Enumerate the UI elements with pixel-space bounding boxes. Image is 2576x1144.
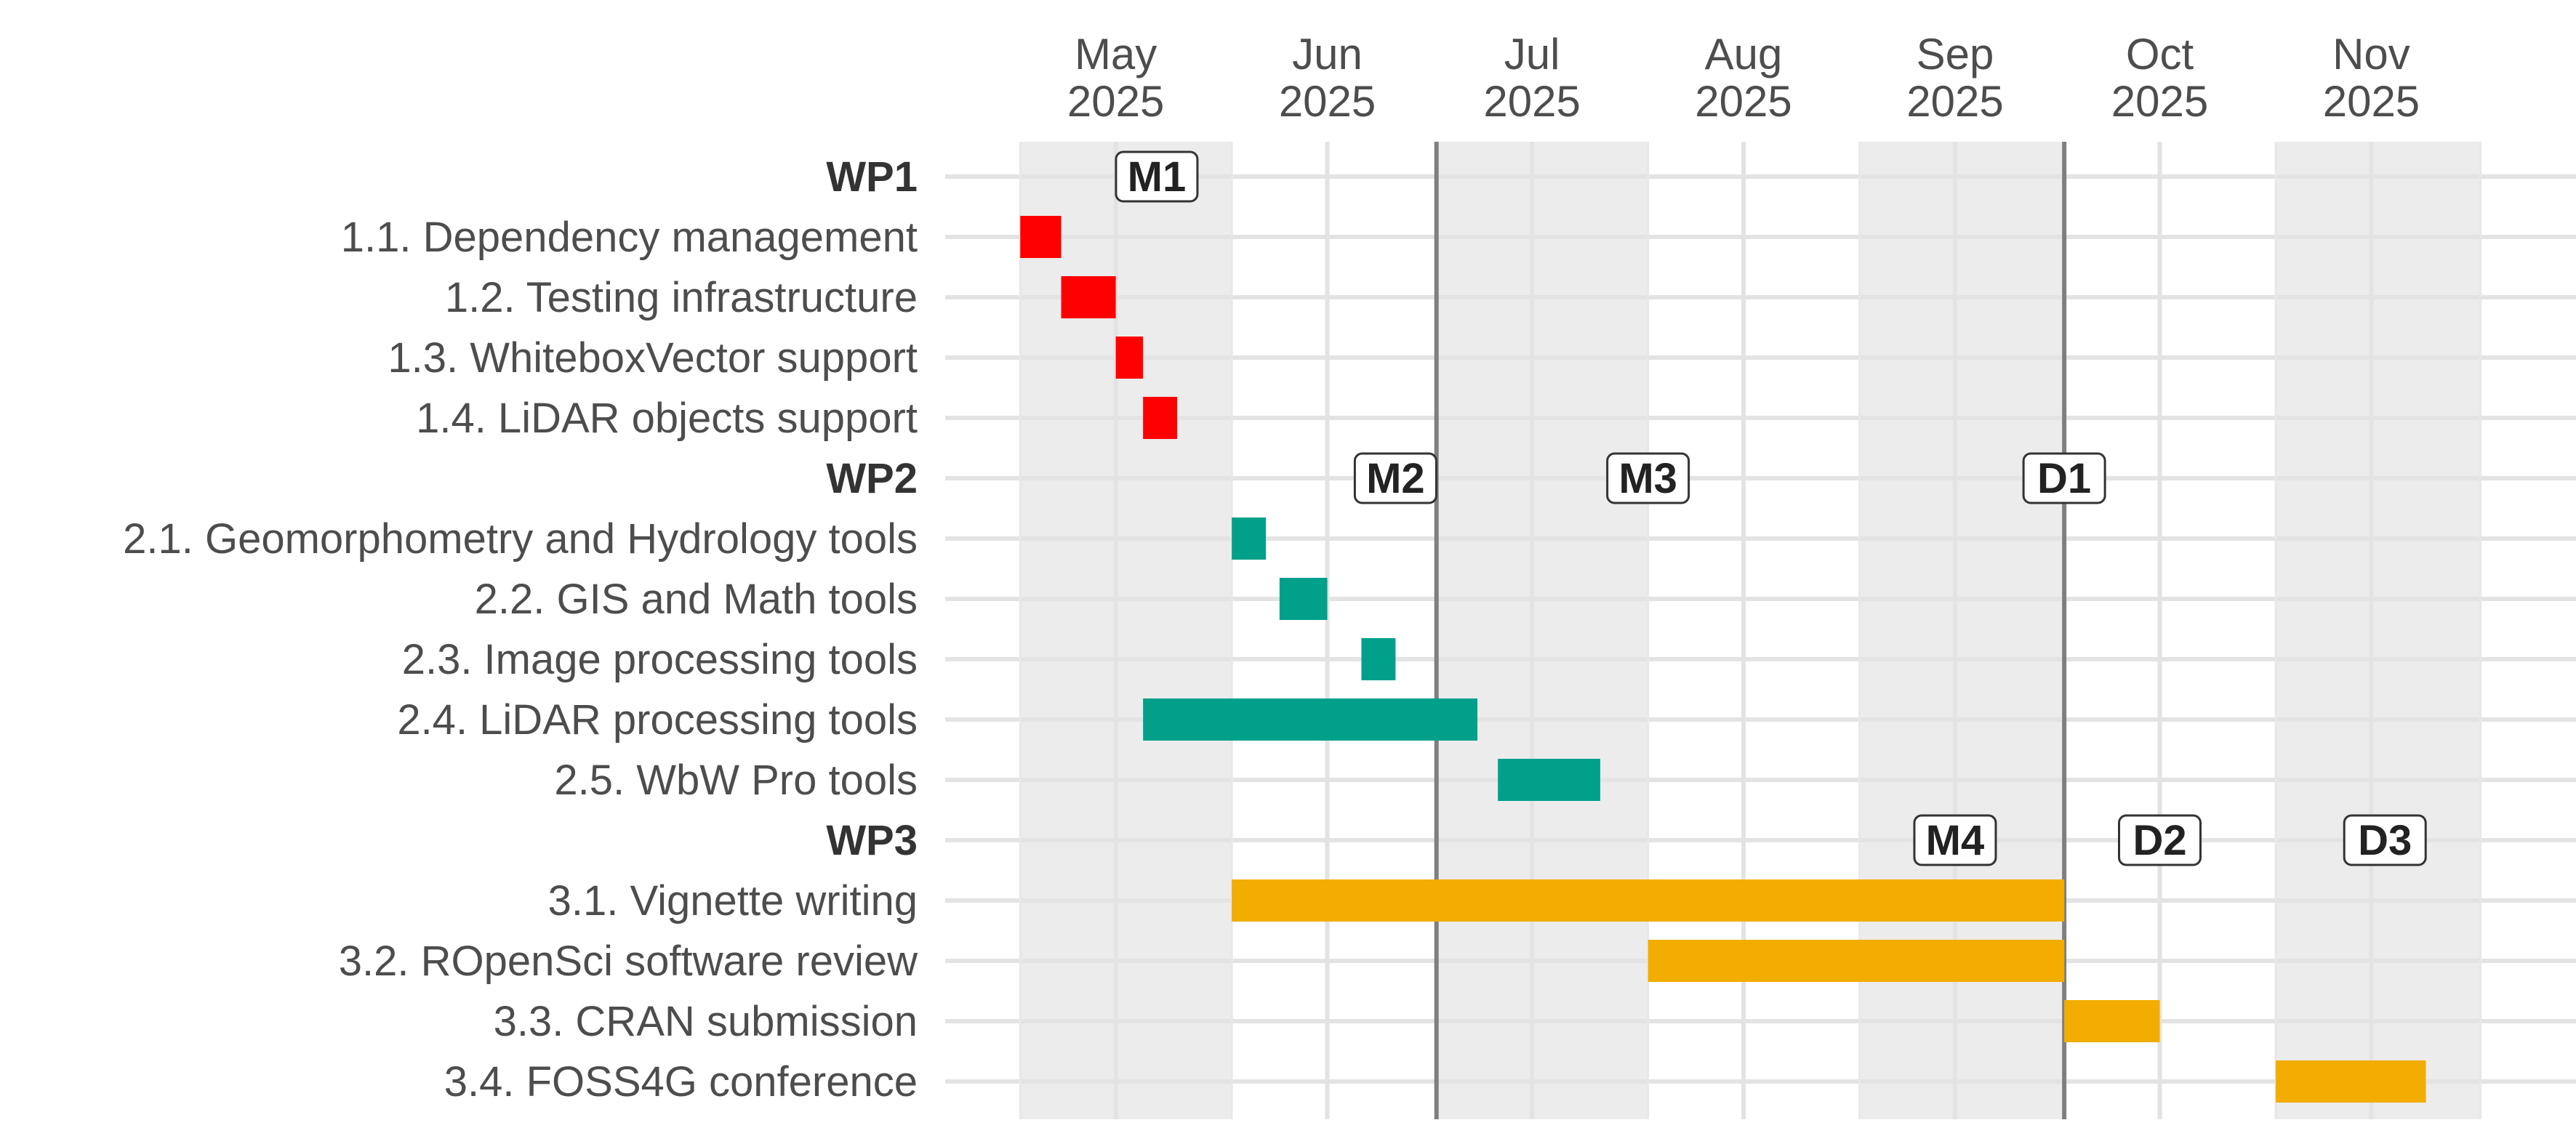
task-bar bbox=[2064, 1000, 2160, 1042]
task-label: 3.3. CRAN submission bbox=[494, 998, 918, 1045]
task-label: 2.4. LiDAR processing tools bbox=[397, 696, 918, 744]
x-tick-year-label: 2025 bbox=[2323, 77, 2420, 126]
milestone-marker-label: D3 bbox=[2358, 817, 2412, 864]
task-bar bbox=[1648, 940, 2065, 982]
task-bar bbox=[1232, 517, 1267, 560]
milestone-marker: M2 bbox=[1353, 452, 1437, 504]
x-tick-year-label: 2025 bbox=[1483, 77, 1580, 126]
work-package-label: WP1 bbox=[826, 153, 918, 201]
x-tick-year-label: 2025 bbox=[1279, 77, 1376, 126]
task-bar bbox=[1061, 276, 1116, 318]
task-label: 3.2. ROpenSci software review bbox=[339, 938, 918, 985]
task-bar bbox=[1115, 337, 1144, 379]
task-bar bbox=[1143, 698, 1478, 741]
milestone-marker-label: D2 bbox=[2132, 817, 2186, 864]
x-tick-year-label: 2025 bbox=[1906, 77, 2003, 126]
milestone-marker-box bbox=[1913, 814, 1997, 866]
milestone-markers-layer: M1 M2 M3 D1 M4 D2 D3 bbox=[1115, 150, 2427, 866]
milestone-marker-box bbox=[1115, 150, 1199, 203]
x-tick-month-label: Jun bbox=[1292, 30, 1363, 78]
work-package-label: WP2 bbox=[826, 455, 918, 502]
task-label: 2.2. GIS and Math tools bbox=[475, 576, 918, 623]
month-shading-band bbox=[1020, 142, 1232, 1119]
task-bar bbox=[2276, 1060, 2426, 1103]
task-label: 3.4. FOSS4G conference bbox=[444, 1058, 918, 1105]
month-shading-band bbox=[1436, 142, 1648, 1119]
task-label: 2.5. WbW Pro tools bbox=[554, 757, 918, 804]
task-label: 2.3. Image processing tools bbox=[402, 636, 918, 683]
milestone-marker-label: D1 bbox=[2037, 455, 2091, 502]
x-tick-year-label: 2025 bbox=[1695, 77, 1791, 126]
milestone-marker: M4 bbox=[1913, 814, 1997, 866]
month-shading-layer bbox=[1020, 142, 2481, 1119]
milestone-marker-box bbox=[2343, 814, 2427, 866]
milestone-marker-label: M1 bbox=[1128, 153, 1187, 201]
milestone-marker-box bbox=[1353, 452, 1437, 504]
x-tick-month-label: Aug bbox=[1705, 30, 1783, 78]
month-shading-band bbox=[2276, 142, 2481, 1119]
milestone-marker-label: M4 bbox=[1926, 817, 1985, 864]
milestone-marker: M3 bbox=[1606, 452, 1690, 504]
x-tick-year-label: 2025 bbox=[2111, 77, 2208, 126]
x-tick-month-label: Nov bbox=[2332, 30, 2410, 78]
task-label: 1.2. Testing infrastructure bbox=[445, 274, 918, 321]
milestone-marker-label: M2 bbox=[1366, 455, 1425, 502]
milestone-marker-box bbox=[1606, 452, 1690, 504]
work-package-label: WP3 bbox=[826, 817, 918, 864]
milestone-marker: D2 bbox=[2118, 814, 2202, 866]
task-label: 2.1. Geomorphometry and Hydrology tools bbox=[123, 515, 918, 563]
task-bar bbox=[1498, 759, 1600, 801]
task-label: 1.1. Dependency management bbox=[341, 214, 918, 261]
x-tick-month-label: Sep bbox=[1917, 30, 1994, 78]
x-tick-month-label: Jul bbox=[1504, 30, 1560, 78]
task-bars-layer bbox=[1020, 216, 2426, 1103]
task-bar bbox=[1361, 638, 1396, 680]
x-tick-month-label: May bbox=[1075, 30, 1157, 78]
task-bar bbox=[1020, 216, 1062, 258]
milestone-marker-box bbox=[2118, 814, 2202, 866]
milestone-marker: M1 bbox=[1115, 150, 1199, 203]
x-tick-year-label: 2025 bbox=[1067, 77, 1164, 126]
milestone-marker: D1 bbox=[2022, 452, 2106, 504]
milestone-marker-box bbox=[2022, 452, 2106, 504]
task-bar bbox=[1143, 397, 1178, 439]
y-axis-labels-layer: WP1 1.1. Dependency management 1.2. Testin… bbox=[123, 153, 918, 1105]
milestone-marker: D3 bbox=[2343, 814, 2427, 866]
milestone-marker-label: M3 bbox=[1618, 455, 1677, 502]
task-label: 3.1. Vignette writing bbox=[548, 877, 918, 925]
task-label: 1.4. LiDAR objects support bbox=[416, 395, 918, 442]
x-tick-month-label: Oct bbox=[2126, 30, 2194, 78]
task-bar bbox=[1279, 578, 1328, 620]
task-label: 1.3. WhiteboxVector support bbox=[388, 334, 918, 382]
task-bar bbox=[1232, 879, 2065, 922]
x-axis-labels-layer: May2025Jun2025Jul2025Aug2025Sep2025Oct20… bbox=[1067, 30, 2420, 126]
